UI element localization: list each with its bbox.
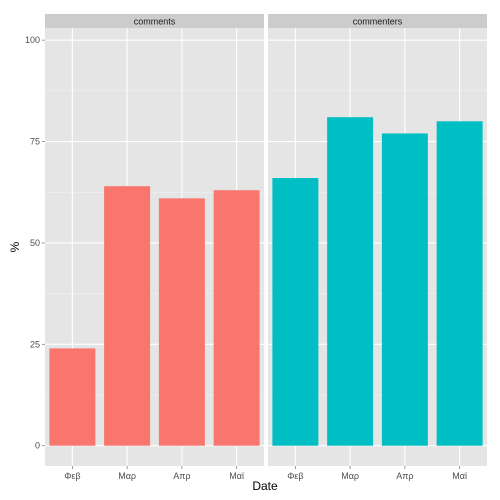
strip-label-commenters: commenters — [353, 17, 403, 27]
x-tick-label: Φεβ — [287, 471, 303, 481]
x-tick-label: Μαρ — [118, 471, 136, 481]
bar-commenters-4 — [436, 121, 483, 446]
bar-comments-3 — [158, 198, 205, 446]
bar-layer — [49, 117, 483, 446]
x-tick-label: Μαρ — [341, 471, 359, 481]
y-tick-label: 25 — [30, 339, 40, 349]
x-tick-label: Μαϊ — [452, 471, 468, 481]
x-axis-title: Date — [252, 479, 278, 493]
x-tick-label: Απρ — [396, 471, 413, 481]
bar-comments-2 — [104, 186, 151, 446]
bar-commenters-1 — [272, 178, 319, 446]
strip-label-comments: comments — [134, 17, 176, 27]
strip-commenters — [268, 14, 487, 28]
bar-comments-4 — [213, 190, 260, 446]
bar-commenters-2 — [327, 117, 374, 446]
x-tick-label: Απρ — [173, 471, 190, 481]
strip-comments — [45, 14, 264, 28]
tick-layer: Φεβ Μαρ Απρ Μαϊ Φεβ Μαρ Απρ Μαϊ 0 25 50 75 100 — [25, 35, 468, 481]
y-tick-label: 0 — [35, 441, 40, 451]
y-axis-title: % — [8, 241, 22, 252]
bar-comments-1 — [49, 348, 96, 446]
y-tick-label: 100 — [25, 35, 40, 45]
bar-commenters-3 — [381, 133, 428, 446]
x-tick-label: Φεβ — [64, 471, 80, 481]
x-tick-label: Μαϊ — [229, 471, 245, 481]
y-tick-label: 75 — [30, 137, 40, 147]
y-tick-label: 50 — [30, 238, 40, 248]
